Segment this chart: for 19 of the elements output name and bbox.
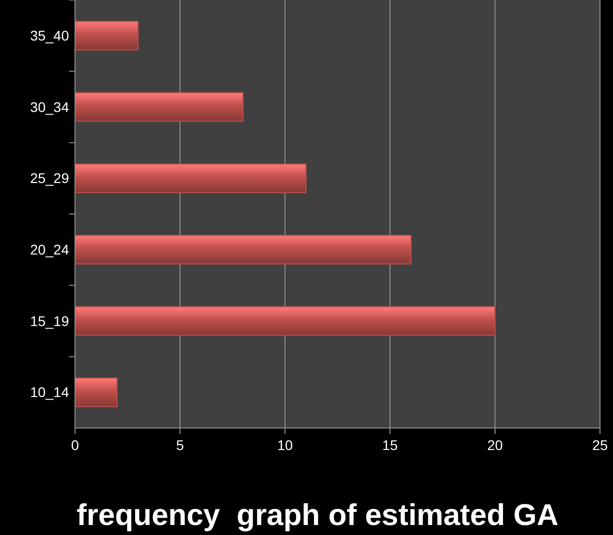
y-tick-label: 15_19 bbox=[30, 312, 70, 329]
bar bbox=[74, 378, 118, 408]
y-tick-label: 35_40 bbox=[30, 28, 70, 44]
x-tick-label: 25 bbox=[592, 437, 608, 453]
bar bbox=[74, 92, 244, 122]
text: frequency graph of estimated GA bbox=[76, 499, 558, 532]
x-tick-label: 0 bbox=[71, 437, 80, 453]
y-tick-label: 20_24 bbox=[30, 242, 70, 258]
x-tick-label: 5 bbox=[176, 437, 184, 453]
x-tick-label: 10 bbox=[277, 437, 293, 453]
y-tick-label: 30_34 bbox=[30, 98, 70, 115]
y-tick-label: 10_14 bbox=[30, 384, 70, 400]
bar bbox=[74, 306, 496, 336]
bar bbox=[74, 164, 306, 194]
x-tick-label: 20 bbox=[487, 437, 503, 453]
y-tick-label: 25_29 bbox=[30, 170, 70, 186]
x-tick-label: 15 bbox=[382, 437, 398, 453]
bar bbox=[74, 234, 412, 264]
bar bbox=[74, 20, 138, 50]
